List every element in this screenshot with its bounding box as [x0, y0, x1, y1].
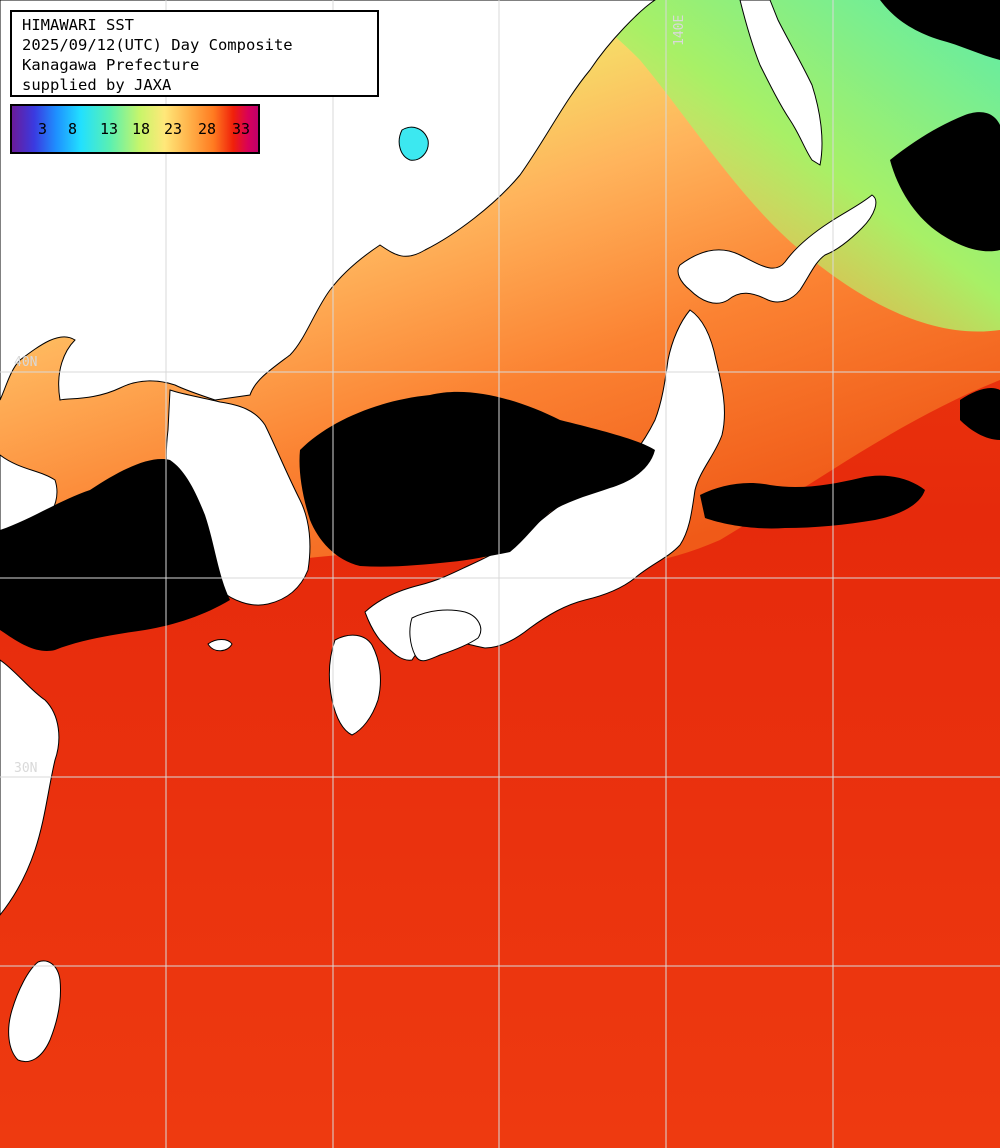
legend-tick: 33 [232, 120, 251, 138]
title-line-4: supplied by JAXA [22, 76, 172, 94]
title-line-2: 2025/09/12(UTC) Day Composite [22, 36, 293, 54]
lat-label-40n: 40N [14, 355, 37, 370]
land-jeju [207, 639, 233, 652]
land-shikoku [409, 609, 482, 662]
land-russia-primorye [0, 0, 656, 401]
legend-tick: 23 [164, 120, 183, 138]
legend-tick: 18 [132, 120, 151, 138]
legend-tick: 28 [198, 120, 217, 138]
cloud-sea-of-japan [299, 391, 655, 567]
title-line-3: Kanagawa Prefecture [22, 56, 200, 74]
land-hokkaido [677, 194, 877, 304]
cloud-sanriku [700, 475, 925, 529]
land-masses [0, 0, 877, 1063]
land-sakhalin [739, 0, 823, 166]
land-china-east [0, 659, 60, 916]
land-kyushu [328, 634, 381, 736]
cloud-hokkaido-east [890, 112, 1000, 252]
cloud-east-edge [960, 388, 1000, 440]
cold-patch [398, 126, 429, 161]
legend-tick: 3 [38, 120, 48, 138]
land-taiwan [8, 960, 61, 1063]
color-scale-legend: 3 8 13 18 23 28 33 [10, 104, 260, 154]
cloud-ne-corner [880, 0, 1000, 60]
ocean-cold-east [560, 0, 1000, 332]
title-box: HIMAWARI SST 2025/09/12(UTC) Day Composi… [10, 10, 379, 97]
title-line-1: HIMAWARI SST [22, 16, 134, 34]
cloud-cover [0, 0, 1000, 651]
lon-label-140e: 140E [672, 15, 687, 46]
lat-label-30n: 30N [14, 761, 37, 776]
legend-tick: 13 [100, 120, 119, 138]
cloud-yellow-sea [0, 459, 230, 651]
legend-tick: 8 [68, 120, 78, 138]
